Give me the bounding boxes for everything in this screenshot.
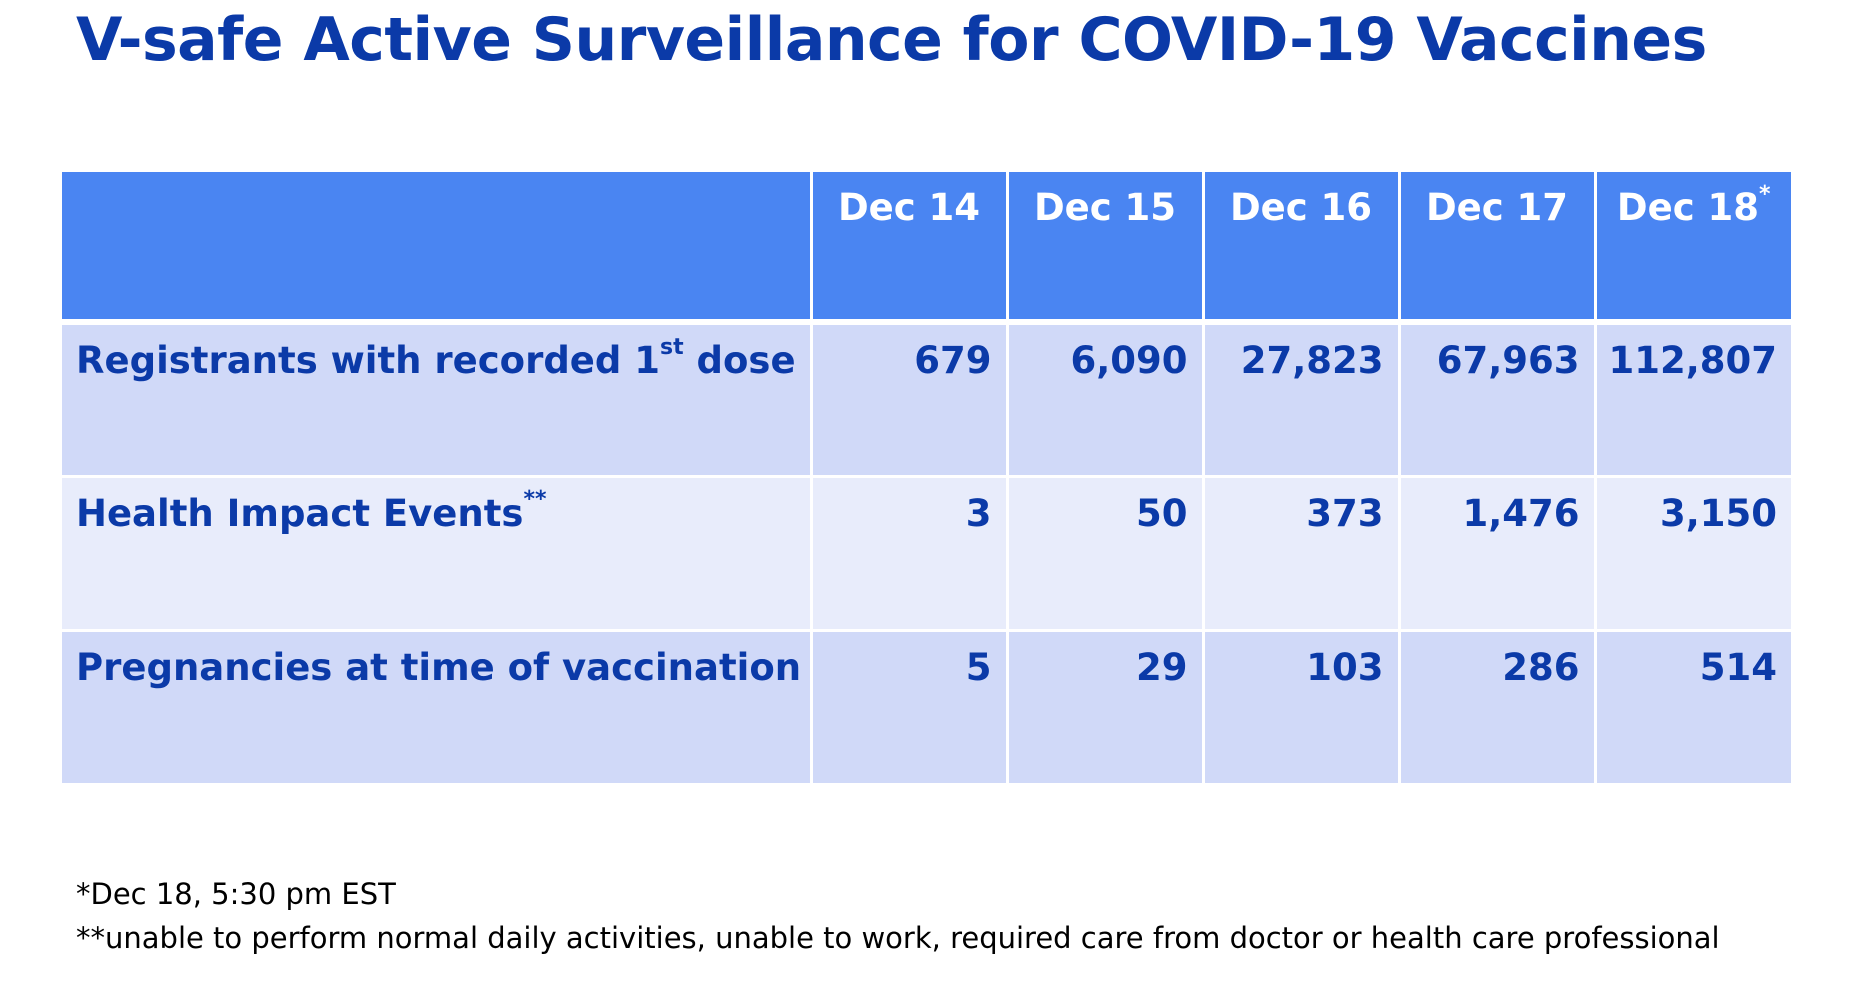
column-header-dec-15: Dec 15 bbox=[1005, 172, 1203, 322]
table-cell: 1,476 bbox=[1397, 476, 1595, 630]
footnotes: *Dec 18, 5:30 pm EST **unable to perform… bbox=[76, 872, 1720, 960]
table-cell: 5 bbox=[809, 630, 1007, 784]
row-label-pregnancies: Pregnancies at time of vaccination bbox=[62, 630, 811, 784]
table-cell: 3,150 bbox=[1593, 476, 1791, 630]
table-cell: 29 bbox=[1005, 630, 1203, 784]
column-header-dec-16: Dec 16 bbox=[1201, 172, 1399, 322]
table-cell: 27,823 bbox=[1201, 322, 1399, 476]
table-cell: 679 bbox=[809, 322, 1007, 476]
slide-title: V-safe Active Surveillance for COVID-19 … bbox=[76, 5, 1707, 75]
table-cell: 103 bbox=[1201, 630, 1399, 784]
table-row-health-impact: Health Impact Events** 3 50 373 1,476 3,… bbox=[62, 476, 1791, 630]
header-empty-cell bbox=[62, 172, 811, 322]
table-cell: 112,807 bbox=[1593, 322, 1791, 476]
column-header-dec-14: Dec 14 bbox=[809, 172, 1007, 322]
table-cell: 3 bbox=[809, 476, 1007, 630]
table-row-pregnancies: Pregnancies at time of vaccination 5 29 … bbox=[62, 630, 1791, 784]
table-cell: 514 bbox=[1593, 630, 1791, 784]
table-cell: 50 bbox=[1005, 476, 1203, 630]
table-cell: 6,090 bbox=[1005, 322, 1203, 476]
row-label-registrants: Registrants with recorded 1st dose bbox=[62, 322, 811, 476]
table-cell: 67,963 bbox=[1397, 322, 1595, 476]
row-label-health-impact: Health Impact Events** bbox=[62, 476, 811, 630]
footnote-health-impact-definition: **unable to perform normal daily activit… bbox=[76, 921, 1720, 955]
table-cell: 286 bbox=[1397, 630, 1595, 784]
table-row-registrants: Registrants with recorded 1st dose 679 6… bbox=[62, 322, 1791, 476]
footnote-dec-18-time: *Dec 18, 5:30 pm EST bbox=[76, 877, 396, 911]
table-header-row: Dec 14 Dec 15 Dec 16 Dec 17 Dec 18* bbox=[62, 172, 1791, 322]
column-header-dec-18: Dec 18* bbox=[1593, 172, 1791, 322]
column-header-dec-17: Dec 17 bbox=[1397, 172, 1595, 322]
table-cell: 373 bbox=[1201, 476, 1399, 630]
surveillance-table: Dec 14 Dec 15 Dec 16 Dec 17 Dec 18* Regi… bbox=[62, 172, 1791, 786]
